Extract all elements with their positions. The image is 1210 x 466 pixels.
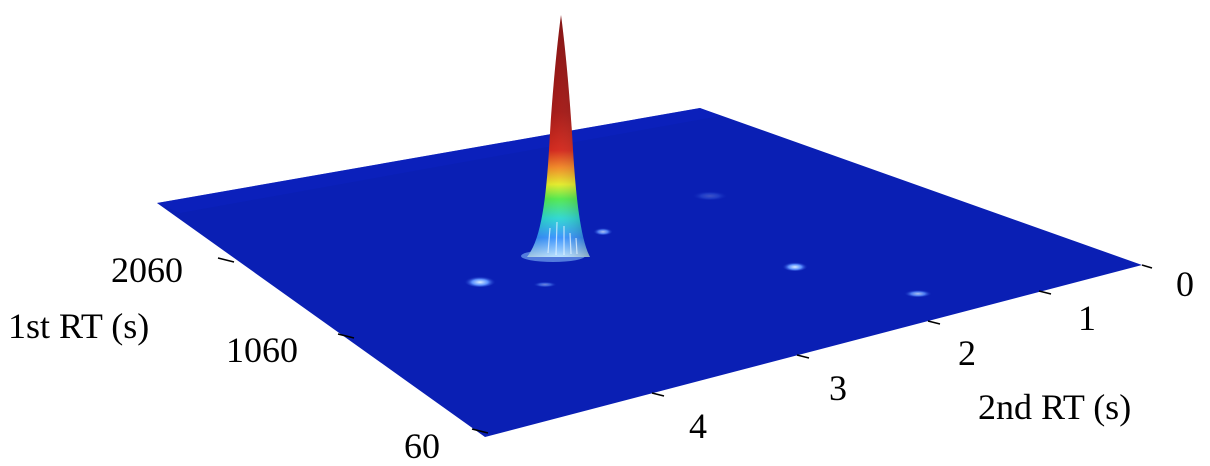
- surface-bump: [904, 289, 932, 297]
- y-tick-mark: [651, 392, 665, 397]
- surface-plane: [157, 108, 1142, 437]
- x-tick-mark: [337, 333, 355, 339]
- x-axis-ticks: [217, 257, 489, 434]
- surface-bump: [593, 227, 613, 235]
- y-tick-label: 2: [958, 333, 976, 373]
- surface-bump: [782, 261, 808, 271]
- x-tick-mark: [217, 257, 235, 263]
- x-tick-label: 1060: [226, 330, 298, 370]
- y-tick-mark: [1141, 264, 1153, 269]
- surface-bump: [692, 190, 728, 200]
- x-axis-title: 1st RT (s): [8, 306, 149, 346]
- main-peak-shading: [527, 15, 590, 257]
- y-tick-mark: [796, 354, 810, 359]
- x-tick-label: 60: [404, 426, 440, 466]
- y-axis-ticks: [651, 264, 1153, 397]
- y-axis-title: 2nd RT (s): [978, 387, 1131, 427]
- y-tick-label: 1: [1078, 298, 1096, 338]
- peak-streaks: [547, 221, 578, 256]
- y-tick-mark: [927, 320, 941, 325]
- y-tick-label: 4: [689, 406, 707, 446]
- surface-shading: [157, 108, 720, 213]
- surface-bump: [464, 275, 496, 287]
- y-tick-label: 3: [829, 368, 847, 408]
- x-tick-mark: [471, 428, 489, 434]
- y-tick-label: 0: [1176, 264, 1194, 304]
- x-tick-label: 2060: [111, 250, 183, 290]
- surface-bump: [533, 281, 557, 287]
- y-tick-mark: [1038, 290, 1052, 295]
